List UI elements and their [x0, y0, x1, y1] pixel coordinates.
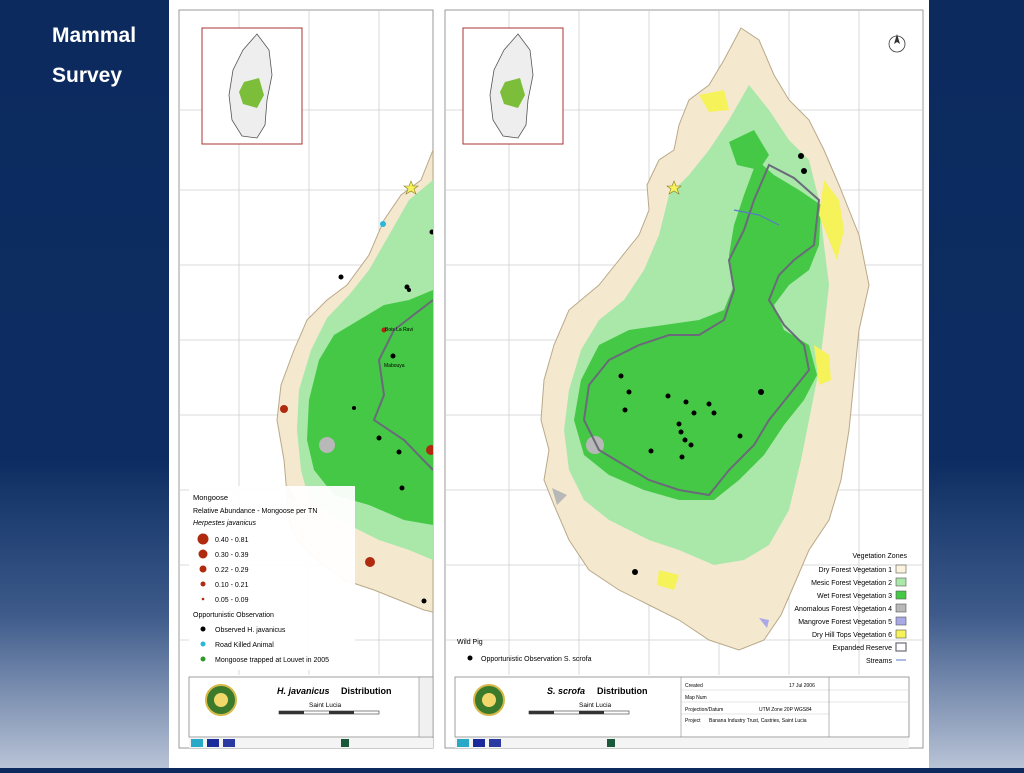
left-title-species: H. javanicus: [277, 686, 330, 696]
vegetation-zone-4: Mangrove Forest Vegetation 5: [798, 619, 892, 626]
created-label: Created: [685, 683, 703, 689]
right-title-block: S. scrofa Distribution Saint Lucia Creat…: [454, 676, 910, 738]
left-legend-heading: Mongoose: [193, 493, 228, 502]
vegetation-zone-0: Dry Forest Vegetation 1: [818, 567, 892, 574]
left-map: Bois La Ravi Mabouya Mongoose Relative A…: [178, 9, 434, 749]
map-sheet: Bois La Ravi Mabouya Mongoose Relative A…: [169, 0, 929, 768]
wild-pig-observation-label: Opportunistic Observation S. scrofa: [481, 656, 592, 663]
project-value: Banana Industry Trust, Castries, Saint L…: [709, 718, 807, 724]
vegetation-zone-2: Wet Forest Vegetation 3: [817, 593, 892, 600]
vegetation-zone-3: Anomalous Forest Vegetation 4: [794, 606, 892, 613]
left-legend-species: Herpestes javanicus: [193, 520, 257, 527]
created-value: 17 Jul 2006: [789, 683, 815, 689]
map-num-label: Map Num: [685, 695, 707, 701]
right-title-species: S. scrofa: [547, 686, 585, 696]
wild-pig-heading: Wild Pig: [457, 639, 483, 646]
abundance-class-0: 0.40 - 0.81: [215, 537, 249, 544]
left-place-name-0: Bois La Ravi: [385, 327, 413, 333]
left-opportunistic-heading: Opportunistic Observation: [193, 612, 274, 619]
left-logo-strip: [189, 738, 433, 748]
right-title-place: Saint Lucia: [579, 702, 612, 709]
left-title-place: Saint Lucia: [309, 702, 342, 709]
left-legend-subheading: Relative Abundance - Mongoose per TN: [193, 508, 317, 515]
right-map: Vegetation Zones Dry Forest Vegetation 1…: [444, 9, 924, 749]
vegetation-heading: Vegetation Zones: [853, 553, 908, 560]
left-title-suffix: Distribution: [341, 686, 392, 696]
vegetation-zone-5: Dry Hill Tops Vegetation 6: [812, 632, 892, 639]
observed-label: Observed H. javanicus: [215, 627, 286, 634]
expanded-reserve-label: Expanded Reserve: [832, 645, 892, 652]
abundance-class-1: 0.30 - 0.39: [215, 552, 249, 559]
project-label: Project: [685, 718, 701, 724]
right-title-suffix: Distribution: [597, 686, 648, 696]
slide-title-line2: Survey: [52, 64, 123, 87]
left-legend: Mongoose Relative Abundance - Mongoose p…: [189, 486, 355, 670]
north-arrow-icon: [888, 34, 906, 53]
slide-title-line1: Mammal: [52, 24, 137, 47]
right-logo-strip: [455, 738, 909, 748]
abundance-class-2: 0.22 - 0.29: [215, 567, 249, 574]
right-inset-map: [462, 27, 564, 145]
road-killed-label: Road Killed Animal: [215, 642, 274, 649]
projection-label: Projection/Datum: [685, 707, 723, 713]
vegetation-zone-1: Mesic Forest Vegetation 2: [811, 580, 892, 587]
left-title-block: H. javanicus Distribution Saint Lucia: [188, 676, 434, 738]
louvet-label: Mongoose trapped at Louvet in 2005: [215, 657, 329, 664]
vegetation-legend: Vegetation Zones Dry Forest Vegetation 1…: [794, 553, 907, 665]
right-island: [540, 27, 870, 651]
left-place-name-1: Mabouya: [384, 363, 405, 369]
abundance-class-3: 0.10 - 0.21: [215, 582, 249, 589]
projection-value: UTM Zone 20P WGS84: [759, 707, 812, 713]
left-inset-map: [201, 27, 303, 145]
streams-label: Streams: [866, 658, 893, 665]
abundance-class-4: 0.05 - 0.09: [215, 597, 249, 604]
wild-pig-legend: Wild Pig Opportunistic Observation S. sc…: [457, 639, 592, 663]
